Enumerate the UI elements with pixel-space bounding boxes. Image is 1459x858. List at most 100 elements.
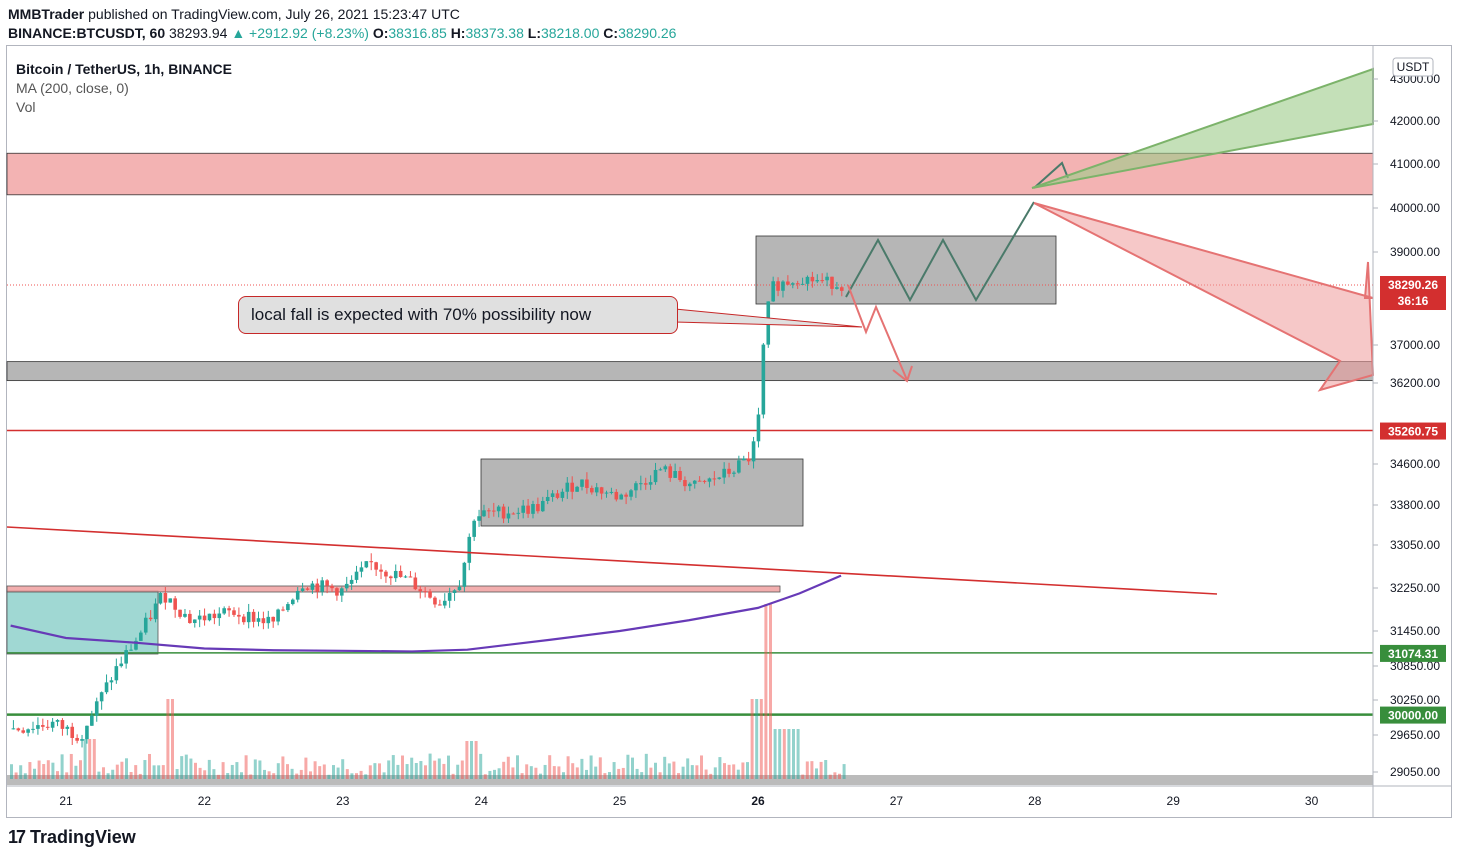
candle-body bbox=[634, 483, 638, 491]
candle-body bbox=[364, 561, 369, 568]
price-change: ▲ +2912.92 (+8.23%) bbox=[231, 25, 369, 41]
publish-info: MMBTrader published on TradingView.com, … bbox=[8, 6, 460, 22]
volume-bar bbox=[111, 769, 115, 779]
volume-bar bbox=[764, 604, 768, 779]
candle-body bbox=[433, 597, 437, 605]
candle-body bbox=[746, 458, 751, 462]
volume-bar bbox=[718, 757, 722, 779]
y-tick-label: 42000.00 bbox=[1390, 114, 1440, 128]
volume-bar bbox=[148, 753, 151, 779]
volume-bar bbox=[276, 763, 280, 779]
author-name[interactable]: MMBTrader bbox=[8, 6, 85, 22]
volume-bar bbox=[299, 769, 303, 779]
annotation-callout[interactable]: local fall is expected with 70% possibil… bbox=[238, 296, 678, 334]
x-tick-label: 22 bbox=[198, 794, 212, 808]
volume-bar bbox=[456, 764, 460, 779]
volume-bar bbox=[548, 755, 552, 779]
legend-ma[interactable]: MA (200, close, 0) bbox=[16, 80, 129, 96]
volume-bar bbox=[290, 768, 294, 779]
volume-bar bbox=[258, 760, 262, 779]
volume-bar bbox=[709, 773, 713, 779]
candle-body bbox=[545, 496, 550, 501]
volume-bar bbox=[695, 765, 699, 779]
candle-body bbox=[143, 617, 148, 633]
overlay-layer bbox=[6, 67, 1375, 653]
y-tick-label: 33800.00 bbox=[1390, 498, 1440, 512]
candle-body bbox=[295, 590, 300, 600]
volume-bar bbox=[304, 757, 308, 779]
candle-body bbox=[692, 480, 697, 484]
legend-title[interactable]: Bitcoin / TetherUS, 1h, BINANCE bbox=[16, 61, 232, 77]
volume-bar bbox=[419, 761, 423, 779]
volume-bar bbox=[336, 767, 340, 779]
volume-bar bbox=[253, 759, 257, 779]
up-arrow-head bbox=[1033, 161, 1069, 189]
volume-bar bbox=[769, 604, 772, 779]
candle-body bbox=[26, 729, 30, 733]
volume-bar bbox=[516, 755, 519, 779]
candle-body bbox=[389, 576, 393, 579]
y-tick-label: 33050.00 bbox=[1390, 538, 1440, 552]
candle-body bbox=[477, 516, 481, 521]
candle-body bbox=[790, 283, 795, 285]
volume-bar bbox=[51, 762, 55, 779]
volume-bar bbox=[732, 764, 736, 779]
y-tick-label: 29050.00 bbox=[1390, 765, 1440, 779]
support-zone bbox=[6, 361, 1374, 382]
candle-body bbox=[594, 487, 599, 493]
volume-bar bbox=[368, 765, 372, 779]
volume-bar bbox=[74, 765, 78, 779]
volume-bar bbox=[470, 741, 473, 779]
candle-body bbox=[668, 466, 673, 478]
candle-body bbox=[815, 280, 820, 282]
volume-bar bbox=[451, 773, 455, 779]
candle-body bbox=[741, 458, 746, 461]
candle-body bbox=[511, 513, 516, 515]
volume-bar bbox=[631, 757, 634, 779]
volume-bar bbox=[14, 772, 18, 779]
tradingview-brand[interactable]: TradingView bbox=[30, 827, 136, 847]
volume-bar bbox=[286, 764, 289, 779]
volume-bar bbox=[704, 769, 708, 779]
candle-body bbox=[11, 728, 16, 730]
candle-body bbox=[590, 487, 594, 493]
candles-layer bbox=[10, 271, 846, 779]
volume-bar bbox=[221, 762, 225, 779]
volume-bar bbox=[746, 762, 749, 779]
high-value: 38373.38 bbox=[465, 25, 524, 41]
price-label-box bbox=[1380, 276, 1446, 311]
candle-body bbox=[266, 616, 271, 624]
volume-bar bbox=[359, 770, 363, 779]
volume-bar bbox=[115, 764, 119, 779]
price-label-box bbox=[1380, 644, 1446, 662]
volume-bar bbox=[313, 761, 317, 779]
volume-bar bbox=[341, 759, 345, 779]
x-tick-label: 23 bbox=[336, 794, 350, 808]
volume-bar bbox=[479, 753, 483, 779]
candle-body bbox=[599, 487, 604, 494]
candle-body bbox=[232, 610, 236, 615]
volume-bar bbox=[180, 756, 184, 779]
candle-body bbox=[442, 600, 447, 606]
volume-bar bbox=[79, 760, 82, 779]
candle-body bbox=[428, 591, 432, 598]
volume-bar bbox=[465, 741, 469, 779]
volume-bar bbox=[626, 754, 630, 779]
candle-body bbox=[585, 479, 589, 488]
chart-frame[interactable] bbox=[6, 45, 1452, 818]
candle-body bbox=[315, 583, 320, 592]
legend-volume[interactable]: Vol bbox=[16, 99, 36, 115]
price-label-text: 38290.26 bbox=[1388, 278, 1438, 292]
y-tick-label: 30250.00 bbox=[1390, 693, 1440, 707]
candle-body bbox=[197, 615, 202, 620]
volume-bar bbox=[539, 773, 542, 779]
candle-body bbox=[673, 470, 677, 478]
candle-body bbox=[795, 283, 800, 285]
volume-bar bbox=[120, 761, 124, 779]
volume-bar bbox=[474, 741, 478, 779]
volume-bar bbox=[249, 774, 253, 779]
candle-body bbox=[629, 490, 633, 497]
volume-bar bbox=[612, 762, 616, 779]
y-tick-label: 36200.00 bbox=[1390, 376, 1440, 390]
